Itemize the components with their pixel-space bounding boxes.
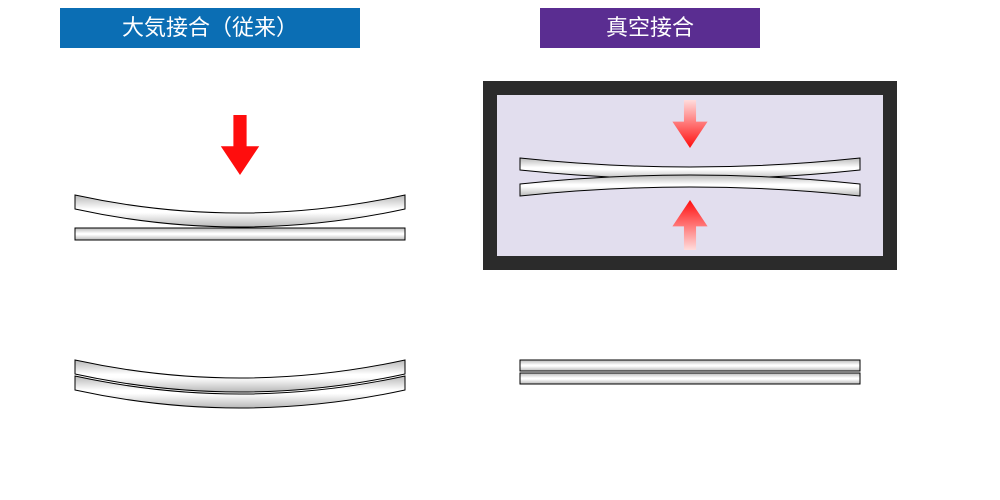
right-result-top-plate	[520, 360, 860, 371]
left-pressure-arrow	[221, 115, 259, 175]
left-top-plate	[75, 195, 405, 227]
diagram-canvas	[0, 0, 1000, 500]
left-bottom-plate	[75, 228, 405, 240]
right-result-bottom-plate	[520, 373, 860, 384]
